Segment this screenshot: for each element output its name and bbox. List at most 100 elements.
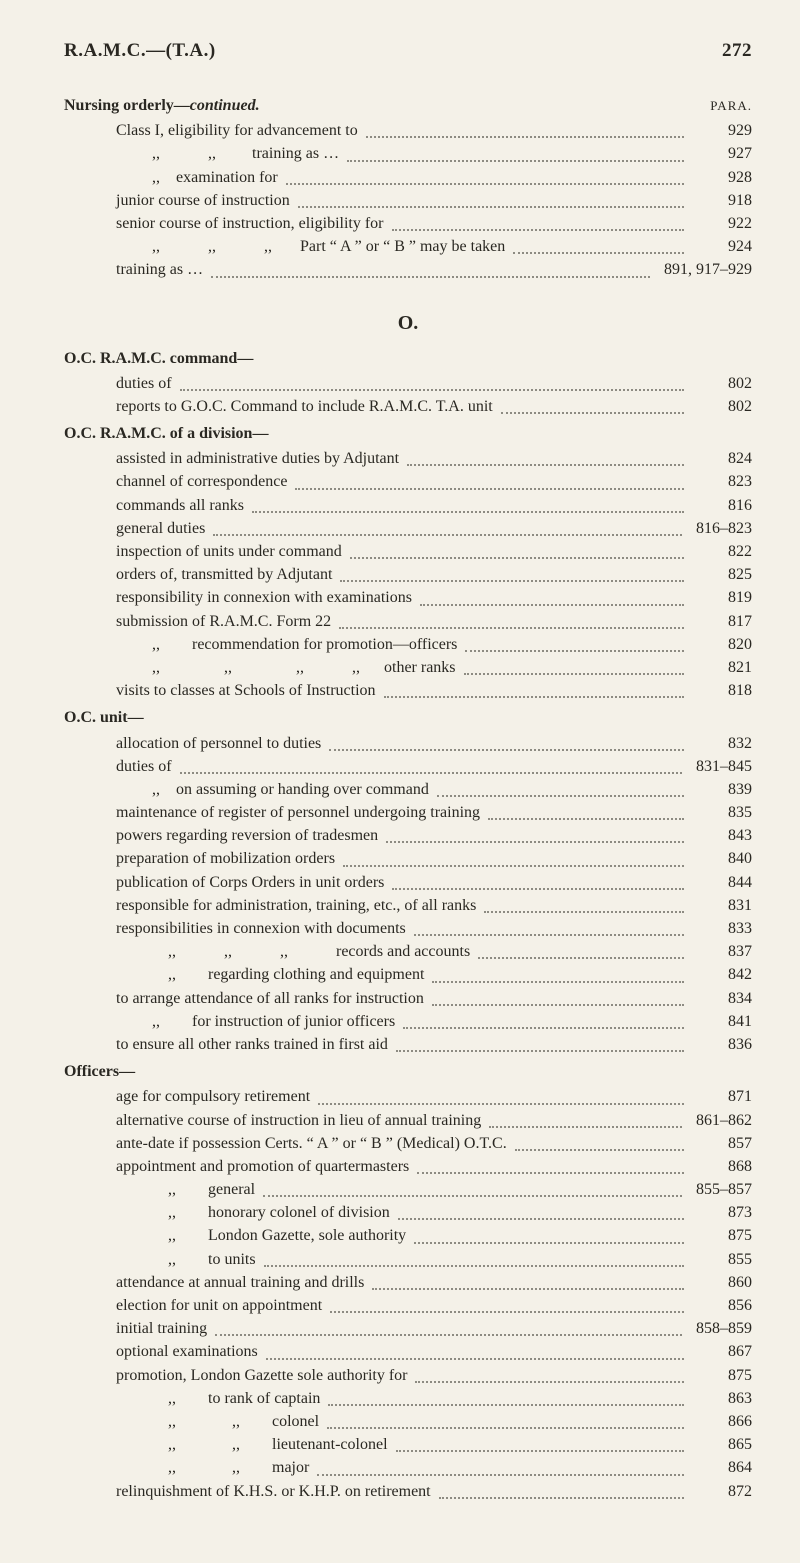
leader-dots <box>386 840 684 843</box>
group-heading-row: O.C. R.A.M.C. command— <box>64 343 752 372</box>
group-heading-prefix: O.C. unit— <box>64 709 144 726</box>
entry-page: 860 <box>692 1271 752 1294</box>
entry-page: 821 <box>692 656 752 679</box>
index-entry: election for unit on appointment 856 <box>64 1294 752 1317</box>
entry-label: to arrange attendance of all ranks for i… <box>116 987 424 1010</box>
index-entry: alternative course of instruction in lie… <box>64 1109 752 1132</box>
entry-label: ,, ,, ,, ,, other ranks <box>136 656 456 679</box>
leader-dots <box>180 771 682 774</box>
index-entry: general duties816–823 <box>64 517 752 540</box>
index-entry: age for compulsory retirement871 <box>64 1085 752 1108</box>
entry-page: 825 <box>692 563 752 586</box>
leader-dots <box>417 1171 684 1174</box>
running-head-right: 272 <box>722 40 752 62</box>
entry-page: 865 <box>692 1433 752 1456</box>
entry-page: 819 <box>692 586 752 609</box>
entry-label: alternative course of instruction in lie… <box>116 1109 481 1132</box>
group-heading-suffix: continued. <box>190 97 260 114</box>
entry-label: publication of Corps Orders in unit orde… <box>116 871 384 894</box>
leader-dots <box>414 1241 684 1244</box>
group-heading-prefix: Nursing orderly— <box>64 97 190 114</box>
entry-page: 836 <box>692 1033 752 1056</box>
running-head: R.A.M.C.—(T.A.) 272 <box>64 40 752 62</box>
entry-label: election for unit on appointment <box>116 1294 322 1317</box>
entry-label: ,, to units <box>136 1248 256 1271</box>
index-entry: assisted in administrative duties by Adj… <box>64 447 752 470</box>
entry-label: ,, ,, ,, records and accounts <box>136 940 470 963</box>
entry-label: ,, honorary colonel of division <box>136 1201 390 1224</box>
entry-label: ,, ,, lieutenant-colonel <box>136 1433 388 1456</box>
index-entry: ,, ,, lieutenant-colonel 865 <box>64 1433 752 1456</box>
entry-label: responsible for administration, training… <box>116 894 476 917</box>
entry-page: 864 <box>692 1456 752 1479</box>
group-heading: O.C. R.A.M.C. command— <box>64 347 253 370</box>
index-entry: Class I, eligibility for advancement to9… <box>64 119 752 142</box>
index-entry: ,, ,, ,, records and accounts 837 <box>64 940 752 963</box>
index-entry: submission of R.A.M.C. Form 22817 <box>64 610 752 633</box>
leader-dots <box>439 1496 684 1499</box>
leader-dots <box>317 1473 684 1476</box>
para-label: PARA. <box>710 97 752 116</box>
group-heading-row: Officers— <box>64 1056 752 1085</box>
entry-page: 922 <box>692 212 752 235</box>
entry-page: 835 <box>692 801 752 824</box>
leader-dots <box>328 1403 684 1406</box>
leader-dots <box>513 251 684 254</box>
entry-label: duties of <box>116 755 172 778</box>
index-entry: senior course of instruction, eligibilit… <box>64 212 752 235</box>
entry-page: 837 <box>692 940 752 963</box>
leader-dots <box>464 672 684 675</box>
index-entry: ,, honorary colonel of division873 <box>64 1201 752 1224</box>
leader-dots <box>343 864 684 867</box>
leader-dots <box>484 910 684 913</box>
entry-page: 858–859 <box>690 1317 752 1340</box>
section-letter: O. <box>64 312 752 335</box>
index-entry: responsibility in connexion with examina… <box>64 586 752 609</box>
index-entry: initial training858–859 <box>64 1317 752 1340</box>
index-entry: appointment and promotion of quartermast… <box>64 1155 752 1178</box>
entry-label: maintenance of register of personnel und… <box>116 801 480 824</box>
leader-dots <box>403 1026 684 1029</box>
index-entry: responsibilities in connexion with docum… <box>64 917 752 940</box>
index-entry: publication of Corps Orders in unit orde… <box>64 871 752 894</box>
group-heading: Officers— <box>64 1060 135 1083</box>
entry-page: 834 <box>692 987 752 1010</box>
leader-dots <box>478 956 684 959</box>
entry-page: 861–862 <box>690 1109 752 1132</box>
entry-label: ,, general <box>136 1178 255 1201</box>
entry-label: ,, on assuming or handing over command <box>136 778 429 801</box>
entry-page: 840 <box>692 847 752 870</box>
entry-page: 928 <box>692 166 752 189</box>
leader-dots <box>432 1003 684 1006</box>
entry-page: 842 <box>692 963 752 986</box>
entry-page: 831–845 <box>690 755 752 778</box>
leader-dots <box>340 579 684 582</box>
index-entry: ,, ,, ,, Part “ A ” or “ B ” may be take… <box>64 235 752 258</box>
entry-page: 867 <box>692 1340 752 1363</box>
leader-dots <box>327 1426 684 1429</box>
entry-page: 856 <box>692 1294 752 1317</box>
entry-label: attendance at annual training and drills <box>116 1271 364 1294</box>
leader-dots <box>415 1380 684 1383</box>
index-entry: ,, London Gazette, sole authority875 <box>64 1224 752 1247</box>
leader-dots <box>329 748 684 751</box>
index-entry: powers regarding reversion of tradesmen 8… <box>64 824 752 847</box>
entry-page: 855–857 <box>690 1178 752 1201</box>
index-entry: ,, ,, ,, ,, other ranks 821 <box>64 656 752 679</box>
index-entry: ,, to units855 <box>64 1248 752 1271</box>
leader-dots <box>372 1287 684 1290</box>
index-entry: responsible for administration, training… <box>64 894 752 917</box>
index-entry: promotion, London Gazette sole authority… <box>64 1364 752 1387</box>
entry-page: 857 <box>692 1132 752 1155</box>
group-heading: O.C. R.A.M.C. of a division— <box>64 422 268 445</box>
leader-dots <box>465 649 684 652</box>
entry-page: 843 <box>692 824 752 847</box>
entry-label: submission of R.A.M.C. Form 22 <box>116 610 331 633</box>
entry-label: powers regarding reversion of tradesmen <box>116 824 378 847</box>
entry-label: channel of correspondence <box>116 470 287 493</box>
index-entry: ,, general 855–857 <box>64 1178 752 1201</box>
group-heading-prefix: Officers— <box>64 1063 135 1080</box>
group-heading-row: O.C. R.A.M.C. of a division— <box>64 418 752 447</box>
index-entry: ,, recommendation for promotion—officers… <box>64 633 752 656</box>
entry-label: preparation of mobilization orders <box>116 847 335 870</box>
